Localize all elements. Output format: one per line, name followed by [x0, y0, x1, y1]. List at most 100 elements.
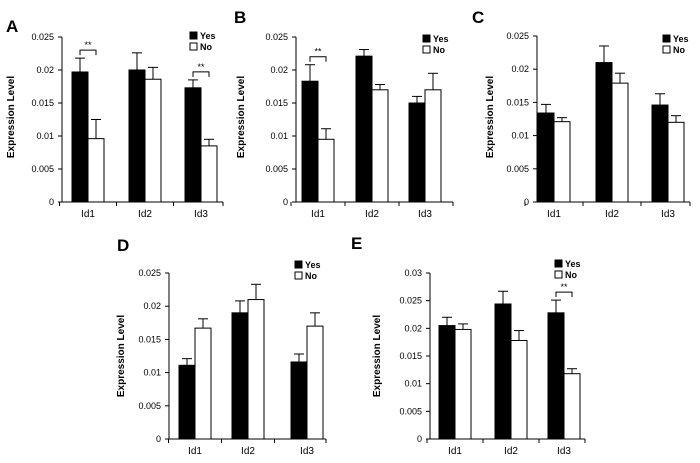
y-tick-label: 0.02	[270, 65, 288, 75]
legend-label-yes: Yes	[305, 260, 321, 270]
bar-yes-id2	[355, 55, 373, 203]
significance-bracket	[555, 291, 573, 298]
legend-swatch-no	[189, 42, 198, 51]
y-tick-label: 0	[524, 197, 529, 207]
panel-letter: B	[234, 8, 246, 27]
y-tick-label: 0.025	[506, 31, 529, 41]
x-category-label: Id3	[557, 446, 571, 457]
bar-yes-id1	[301, 80, 319, 203]
legend-label-yes: Yes	[565, 259, 581, 269]
x-category-label: Id3	[194, 209, 208, 220]
x-category-label: Id2	[365, 209, 379, 220]
y-tick-label: 0.005	[506, 164, 529, 174]
panel-letter: E	[351, 234, 362, 253]
y-tick-label: 0.005	[399, 406, 422, 416]
chart-panel-a: A Expression Level 0 0.005 0.01 0.015 0.02 0.02…	[6, 17, 224, 220]
significance-bracket	[192, 71, 210, 77]
bar-no-id3	[667, 121, 685, 203]
legend-label-yes: Yes	[200, 31, 216, 41]
bar-no-id3	[306, 325, 324, 440]
y-tick-label: 0.005	[265, 164, 288, 174]
bar-yes-id2	[128, 69, 146, 203]
y-tick-label: 0	[283, 197, 288, 207]
y-tick-label: 0	[417, 434, 422, 444]
bar-yes-id2	[231, 312, 249, 440]
x-category-label: Id1	[81, 209, 95, 220]
bar-no-id1	[317, 138, 335, 203]
y-axis-label: Expression Level	[372, 315, 383, 397]
legend-swatch-yes	[294, 260, 303, 269]
legend-label-no: No	[565, 270, 577, 280]
y-tick-label: 0.015	[138, 334, 161, 344]
bar-no-id3	[424, 89, 442, 203]
x-category-label: Id1	[448, 446, 462, 457]
legend-swatch-yes	[189, 31, 198, 40]
y-tick-label: 0	[49, 197, 54, 207]
significance-label: **	[197, 62, 205, 72]
bar-no-id2	[510, 340, 528, 440]
bar-yes-id1	[178, 364, 196, 440]
bar-no-id1	[553, 121, 571, 203]
y-tick-label: 0.02	[404, 323, 422, 333]
legend-swatch-no	[422, 45, 431, 54]
x-category-label: Id3	[418, 209, 432, 220]
bar-yes-id1	[537, 112, 555, 203]
significance-label: **	[84, 40, 92, 50]
x-category-label: Id1	[311, 209, 325, 220]
significance-label: **	[560, 282, 568, 292]
bar-no-id1	[87, 138, 105, 203]
panel-letter: D	[117, 236, 129, 255]
bar-yes-id3	[408, 102, 426, 203]
x-category-label: Id2	[605, 209, 619, 220]
panel-letter: C	[472, 8, 484, 27]
legend-swatch-no	[294, 271, 303, 280]
y-tick-label: 0.02	[143, 301, 161, 311]
bar-yes-id3	[290, 361, 308, 440]
legend-label-yes: Yes	[673, 34, 689, 44]
y-axis-label: Expression Level	[6, 76, 17, 158]
y-tick-label: 0.01	[404, 379, 422, 389]
y-tick-label: 0.01	[270, 131, 288, 141]
y-tick-label: 0	[156, 434, 161, 444]
significance-label: **	[314, 47, 322, 57]
bar-yes-id2	[494, 303, 512, 440]
bar-yes-id3	[184, 87, 202, 203]
bar-no-id2	[144, 78, 162, 203]
x-category-label: Id3	[300, 446, 314, 457]
legend-label-no: No	[433, 45, 445, 55]
bar-yes-id1	[71, 71, 89, 203]
bar-no-id3	[200, 145, 218, 203]
legend-swatch-yes	[554, 259, 563, 268]
legend-label-no: No	[200, 42, 212, 52]
y-tick-label: 0.005	[138, 401, 161, 411]
legend-swatch-yes	[422, 34, 431, 43]
significance-bracket	[309, 56, 327, 62]
y-tick-label: 0.02	[36, 65, 54, 75]
y-tick-label: 0.015	[31, 98, 54, 108]
chart-panel-e: E Expression Level 0 0.005 0.01 0.015 0.02 0.02…	[351, 234, 586, 457]
bar-no-id1	[454, 328, 472, 440]
x-category-label: Id1	[188, 446, 202, 457]
chart-panel-b: B Expression Level 0 0.005 0.01 0.015 0.02 0.02…	[234, 8, 454, 220]
y-tick-label: 0.015	[506, 97, 529, 107]
y-tick-label: 0.01	[143, 368, 161, 378]
bar-no-id2	[611, 82, 629, 203]
y-tick-label: 0.015	[399, 351, 422, 361]
legend-swatch-no	[554, 270, 563, 279]
bar-no-id1	[194, 327, 212, 440]
bar-yes-id1	[438, 325, 456, 440]
legend-label-no: No	[673, 45, 685, 55]
y-tick-label: 0.02	[511, 64, 529, 74]
significance-bracket	[79, 49, 97, 56]
y-tick-label: 0.025	[265, 32, 288, 42]
y-axis-label: Expression Level	[485, 76, 496, 158]
bar-no-id3	[563, 373, 581, 440]
y-tick-label: 0.01	[511, 131, 529, 141]
x-category-label: Id1	[547, 209, 561, 220]
y-tick-label: 0.03	[404, 268, 422, 278]
y-tick-label: 0.025	[138, 268, 161, 278]
x-category-label: Id2	[241, 446, 255, 457]
y-axis-label: Expression Level	[236, 76, 247, 158]
y-tick-label: 0.025	[31, 32, 54, 42]
